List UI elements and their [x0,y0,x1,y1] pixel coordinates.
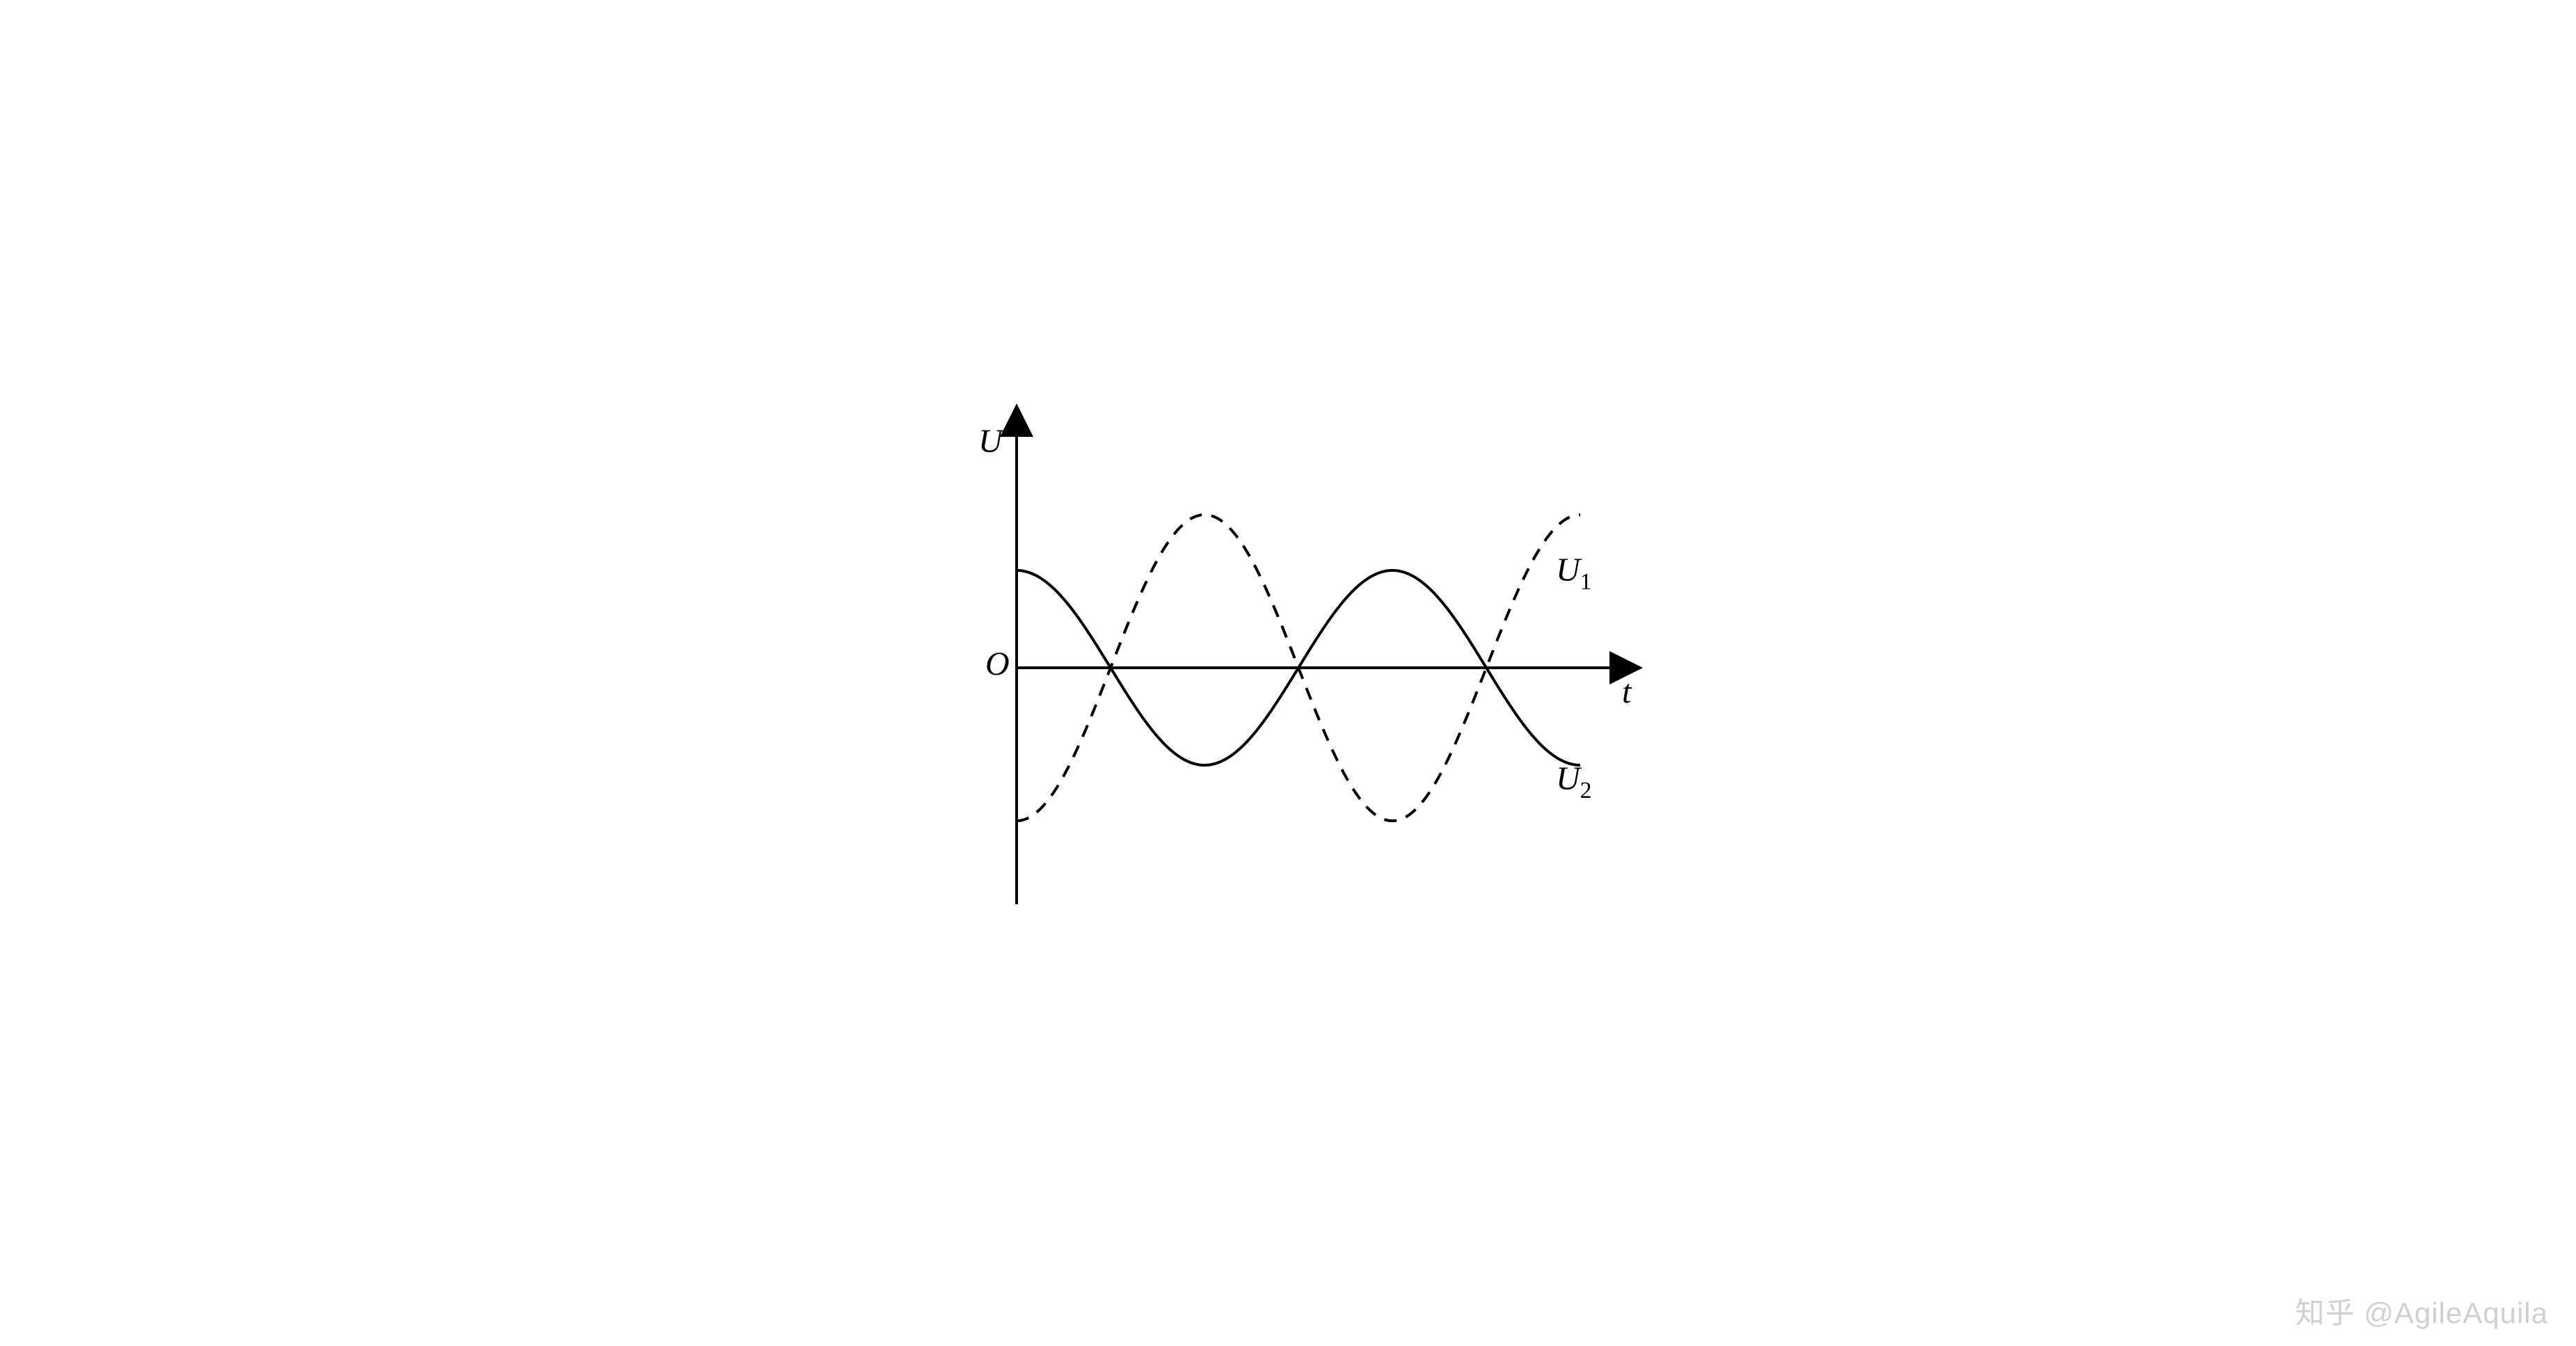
watermark: 知乎 @AgileAquila [2296,1290,2548,1332]
origin-label: O [985,646,1010,682]
chart-svg: U t O U1 U2 [745,390,1831,956]
x-axis-label: t [1622,673,1632,710]
voltage-wave-chart: U t O U1 U2 [745,390,1831,956]
series-u1-label: U1 [1556,552,1591,595]
series-u2-label: U2 [1556,760,1591,803]
y-axis-label: U [978,423,1005,460]
